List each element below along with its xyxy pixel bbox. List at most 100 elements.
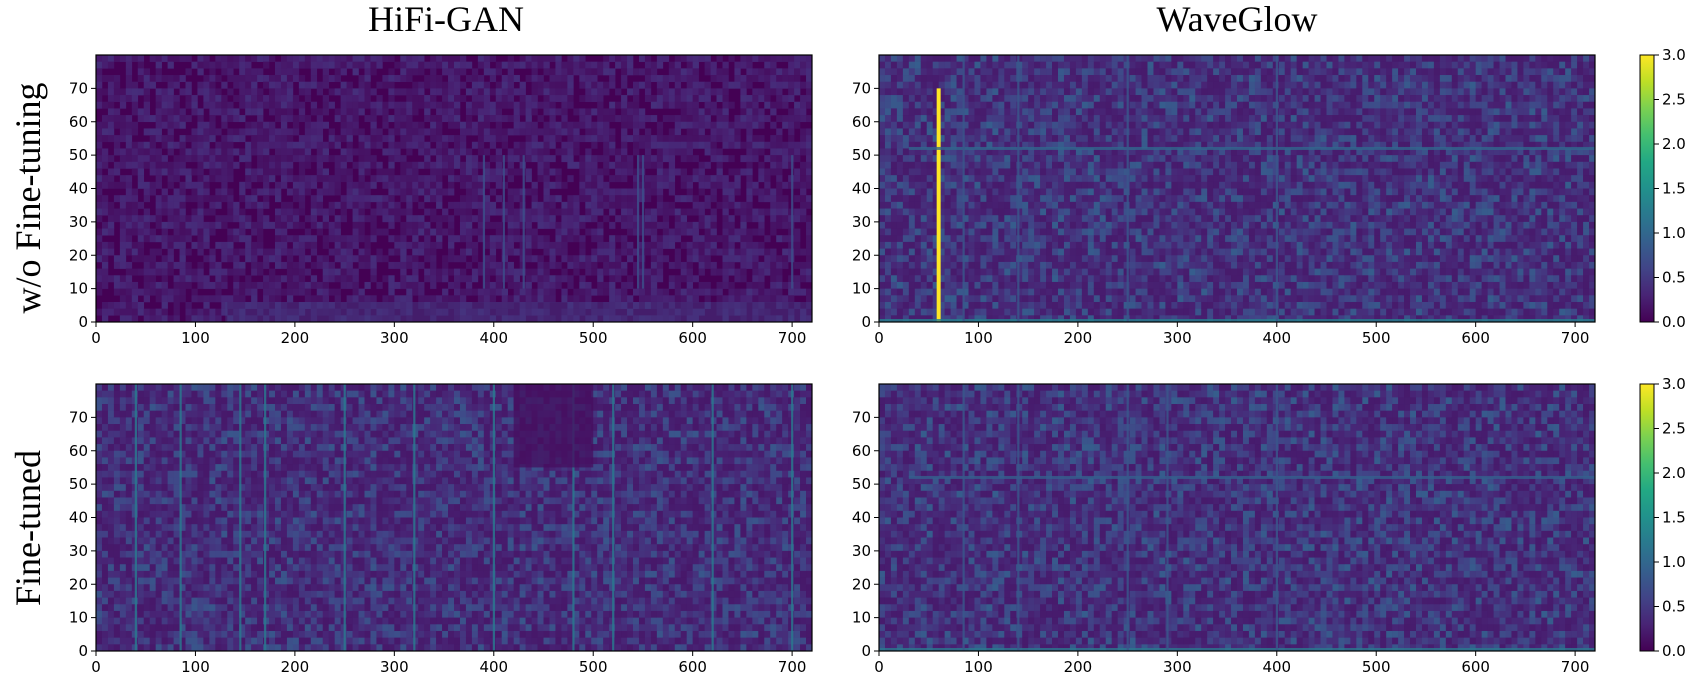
heatmap-cell (740, 268, 747, 276)
heatmap-cell (340, 161, 347, 169)
heatmap-cell (119, 221, 127, 229)
heatmap-cell (615, 115, 622, 123)
heatmap-cell (644, 228, 652, 236)
heatmap-cell (495, 95, 503, 103)
heatmap-cell (896, 148, 904, 156)
heatmap-cell (113, 281, 121, 289)
heatmap-cell (346, 81, 353, 89)
heatmap-cell (155, 215, 162, 223)
heatmap-low-band (225, 301, 812, 322)
heatmap-cell (555, 68, 562, 76)
heatmap-cell (388, 95, 395, 103)
heatmap-cell (125, 81, 133, 89)
heatmap-cell (806, 128, 813, 136)
heatmap-cell (448, 201, 455, 209)
heatmap-cell (986, 215, 993, 223)
heatmap-cell (998, 108, 1005, 116)
heatmap-cell (806, 255, 813, 263)
heatmap-cell (394, 215, 401, 223)
heatmap-cell (746, 168, 753, 176)
heatmap-cell (980, 241, 987, 249)
heatmap-cell (394, 281, 401, 289)
heatmap-cell (992, 128, 999, 136)
heatmap-cell (1075, 255, 1083, 263)
heatmap-cell (513, 248, 520, 256)
heatmap-cell (998, 81, 1005, 89)
heatmap-cell (926, 148, 933, 156)
heatmap-cell (316, 108, 324, 116)
heatmap-cell (926, 155, 933, 163)
heatmap-cell (1063, 195, 1071, 203)
heatmap-cell (914, 115, 922, 123)
heatmap-cell (956, 221, 963, 229)
heatmap-cell (1028, 101, 1035, 109)
heatmap-cell (686, 121, 693, 129)
heatmap-cell (298, 248, 306, 256)
heatmap-cell (585, 201, 592, 209)
heatmap-cell (1040, 288, 1047, 296)
heatmap-cell (149, 261, 156, 269)
heatmap-cell (543, 241, 550, 249)
heatmap-cell (974, 88, 981, 96)
heatmap-cell (251, 128, 258, 136)
heatmap-cell (155, 295, 162, 303)
heatmap-cell (334, 68, 341, 76)
heatmap-cell (609, 268, 616, 276)
heatmap-cell (1063, 315, 1071, 323)
heatmap-cell (926, 288, 933, 296)
heatmap-cell (884, 268, 892, 276)
heatmap-cell (149, 288, 156, 296)
heatmap-cell (322, 268, 329, 276)
heatmap-cell (1004, 95, 1011, 103)
heatmap-cell (956, 315, 963, 323)
heatmap-cell (1069, 301, 1077, 309)
heatmap-cell (627, 188, 634, 196)
heatmap-cell (370, 215, 377, 223)
heatmap-cell (561, 295, 568, 303)
heatmap-cell (926, 68, 933, 76)
heatmap-cell (388, 201, 395, 209)
heatmap-cell (352, 228, 359, 236)
heatmap-cell (597, 281, 604, 289)
heatmap-cell (902, 55, 910, 62)
heatmap-cell (974, 75, 981, 82)
heatmap-cell (286, 115, 294, 123)
heatmap-cell (298, 88, 306, 96)
heatmap-cell (728, 235, 735, 243)
heatmap-cell (944, 168, 951, 176)
heatmap-cell (752, 101, 759, 109)
heatmap-cell (203, 81, 210, 89)
heatmap-cell (668, 295, 676, 303)
heatmap-cell (454, 108, 461, 116)
heatmap-cell (477, 81, 485, 89)
heatmap-cell (879, 208, 886, 216)
heatmap-cell (920, 268, 928, 276)
heatmap-streak (522, 155, 525, 289)
heatmap-cell (902, 95, 910, 103)
heatmap-cell (692, 135, 699, 143)
heatmap-cell (932, 75, 939, 82)
heatmap-cell (884, 195, 892, 203)
heatmap-cell (896, 168, 904, 176)
heatmap-cell (430, 68, 437, 76)
heatmap-cell (794, 101, 801, 109)
heatmap-cell (161, 195, 168, 203)
heatmap-cell (704, 55, 711, 62)
heatmap-cell (662, 155, 670, 163)
heatmap-cell (185, 308, 192, 316)
heatmap-cell (382, 55, 389, 62)
heatmap-cell (968, 81, 975, 89)
heatmap-cell (896, 268, 904, 276)
heatmap-cell (131, 308, 139, 316)
heatmap-cell (358, 88, 365, 96)
heatmap-cell (770, 288, 777, 296)
heatmap-cell (597, 221, 604, 229)
heatmap-cell (668, 148, 676, 156)
heatmap-cell (722, 275, 729, 283)
heatmap-cell (227, 235, 234, 243)
heatmap-cell (555, 55, 562, 62)
heatmap-cell (185, 281, 192, 289)
heatmap-cell (728, 281, 735, 289)
heatmap-cell (465, 128, 473, 136)
heatmap-cell (358, 215, 365, 223)
